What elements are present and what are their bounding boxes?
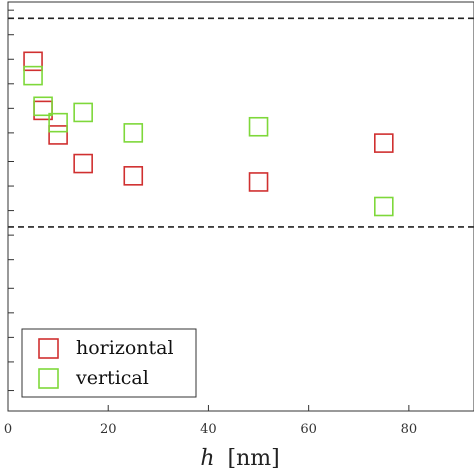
x-tick-label-2: 40 [200, 422, 217, 437]
x-tick-label-3: 60 [300, 422, 317, 437]
vertical-marker-2 [48, 112, 68, 133]
x-axis-label-unit: [nm] [227, 446, 279, 471]
data-markers [23, 51, 394, 217]
plot-frame [7, 1, 474, 412]
legend-swatch-vertical [38, 368, 59, 389]
legend: horizontal vertical [21, 328, 197, 398]
legend-label-horizontal: horizontal [76, 337, 174, 359]
vertical-marker-0 [23, 65, 43, 86]
horizontal-marker-6 [374, 133, 394, 153]
vertical-marker-5 [248, 116, 269, 137]
reference-lines [8, 17, 474, 228]
legend-swatch-horizontal [38, 338, 59, 359]
x-axis-label-variable: h [200, 446, 214, 471]
horizontal-marker-2 [48, 125, 68, 145]
axis-ticks [7, 9, 410, 411]
x-axis-label: h [nm] [200, 446, 279, 471]
vertical-marker-1 [33, 96, 53, 117]
x-tick-label-4: 80 [401, 422, 418, 437]
x-tick-label-0: 0 [4, 422, 12, 437]
horizontal-marker-3 [73, 153, 93, 174]
vertical-marker-6 [374, 196, 394, 217]
horizontal-marker-5 [248, 172, 269, 192]
horizontal-marker-0 [23, 51, 43, 72]
legend-entries: horizontal vertical [38, 337, 174, 389]
horizontal-marker-4 [123, 166, 144, 186]
vertical-marker-3 [73, 102, 93, 123]
vertical-marker-4 [123, 123, 144, 143]
legend-label-vertical: vertical [75, 367, 149, 389]
x-tick-labels: 0 20 40 60 80 [4, 422, 417, 437]
legend-box [21, 328, 197, 398]
x-tick-label-1: 20 [100, 422, 117, 437]
